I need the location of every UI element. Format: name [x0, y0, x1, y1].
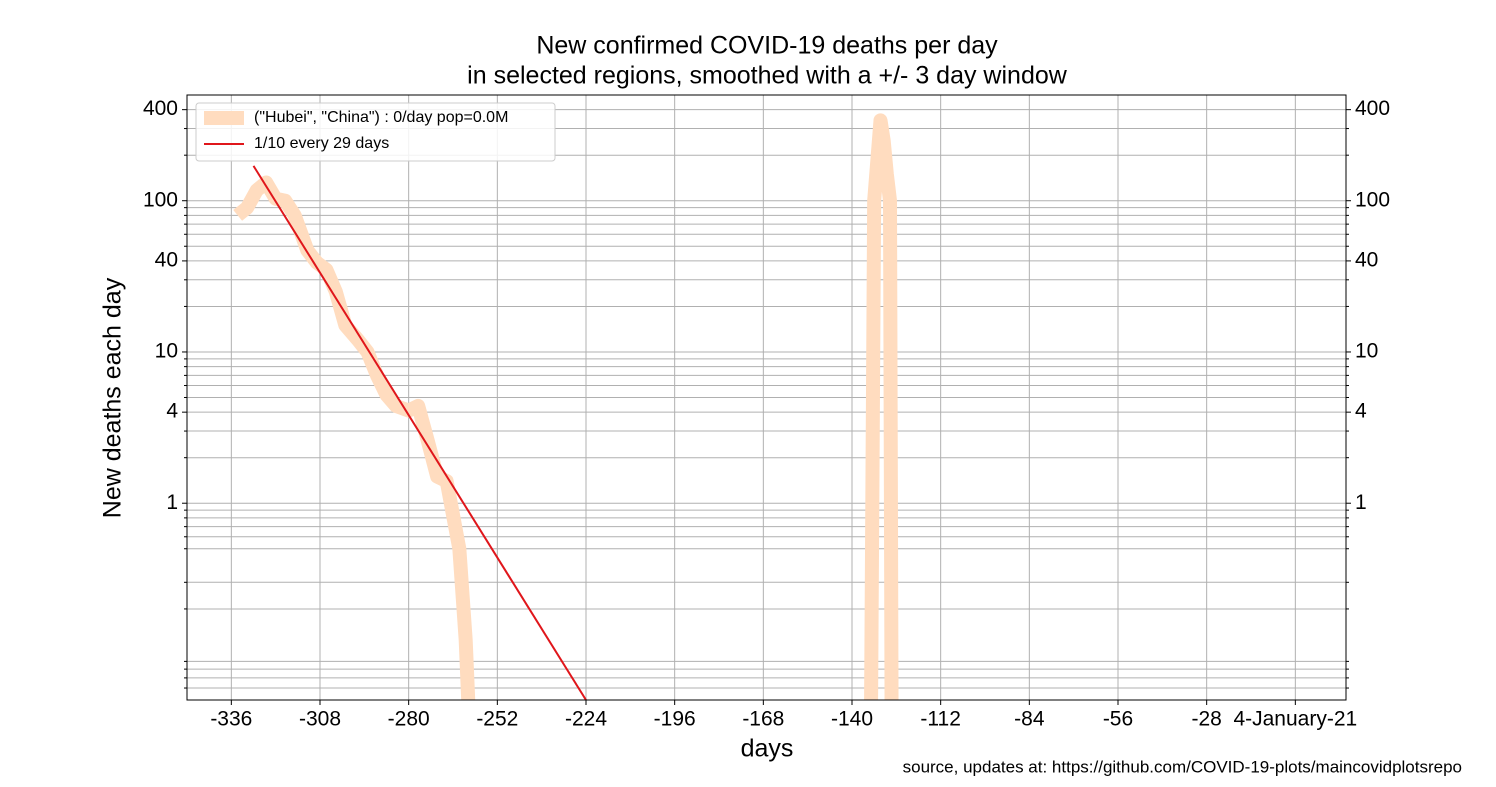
- x-tick-label: 4-January-21: [1233, 708, 1357, 731]
- x-tick-label: -252: [476, 708, 518, 731]
- grid: [182, 95, 1351, 705]
- x-tick-label: -112: [920, 708, 960, 731]
- y2-tick-label: 4: [1355, 400, 1367, 423]
- x-tick-label: -336: [210, 708, 252, 731]
- x-tick-label: -84: [1014, 708, 1045, 731]
- x-tick-label: -224: [565, 708, 607, 731]
- x-tick-label: -28: [1191, 708, 1221, 731]
- plot-area: [233, 113, 899, 700]
- y-tick-label: 100: [143, 188, 178, 211]
- y-tick-label: 400: [143, 97, 178, 120]
- x-tick-label: -56: [1103, 708, 1133, 731]
- y-tick-label: 4: [166, 400, 178, 423]
- source-note: source, updates at: https://github.com/C…: [903, 757, 1462, 776]
- y-tick-label: 10: [155, 340, 178, 363]
- chart-subtitle: in selected regions, smoothed with a +/-…: [467, 62, 1068, 90]
- series-line: [233, 113, 899, 700]
- y2-tick-label: 400: [1355, 97, 1390, 120]
- x-tick-label: -168: [742, 708, 784, 731]
- y-tick-label: 1: [166, 491, 178, 514]
- plot-frame: [186, 94, 1347, 701]
- y2-tick-label: 10: [1355, 340, 1378, 363]
- x-tick-label: -140: [831, 708, 873, 731]
- legend-label: 1/10 every 29 days: [254, 135, 389, 152]
- series-line: [252, 165, 587, 700]
- chart-title: New confirmed COVID-19 deaths per day: [536, 32, 998, 60]
- y2-tick-label: 1: [1355, 491, 1367, 514]
- legend-box: [195, 102, 556, 162]
- x-tick-label: -280: [388, 708, 430, 731]
- y2-tick-label: 40: [1355, 248, 1378, 271]
- y-tick-label: 40: [155, 248, 178, 271]
- y-axis-label: New deaths each day: [99, 277, 127, 518]
- legend: ("Hubei", "China") : 0/day pop=0.0M 1/10 …: [195, 102, 556, 162]
- x-axis-label: days: [741, 735, 794, 763]
- legend-label: ("Hubei", "China") : 0/day pop=0.0M: [254, 109, 508, 126]
- y2-tick-label: 100: [1355, 188, 1390, 211]
- x-tick-label: -196: [654, 708, 696, 731]
- x-tick-label: -308: [299, 708, 341, 731]
